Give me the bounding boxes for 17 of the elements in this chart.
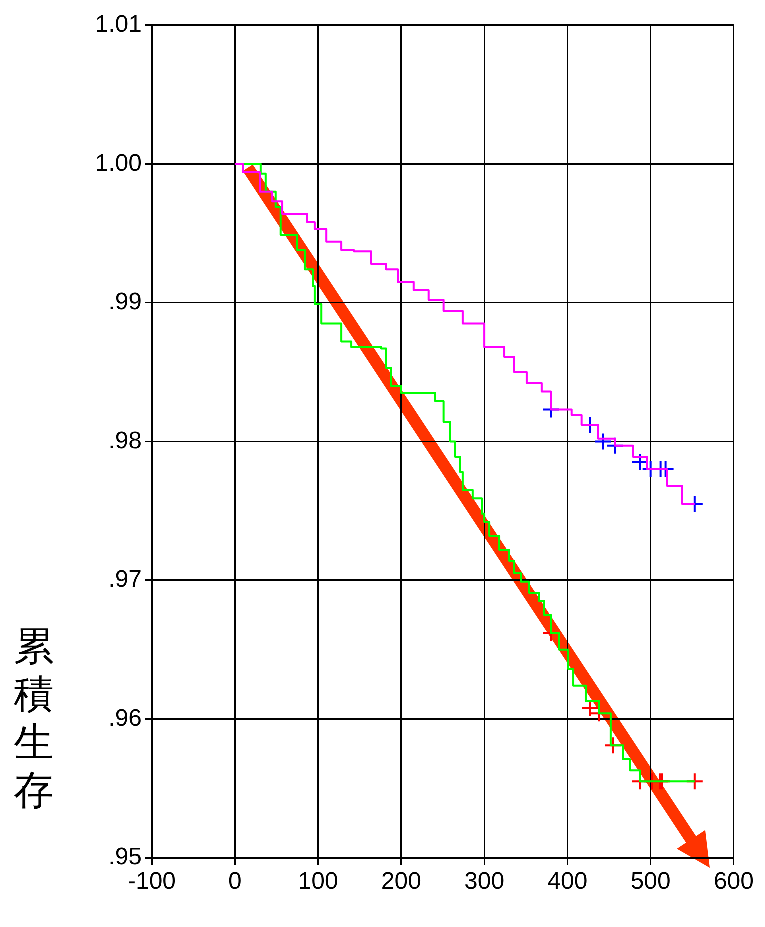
y-axis-title: 累積生存 [14,623,55,815]
y-tick-label: .96 [108,704,142,732]
y-tick-label: .98 [108,427,142,454]
y-tick-label: 1.00 [95,150,142,177]
y-tick-label: 1.01 [95,11,142,38]
x-tick-label: 200 [381,868,422,896]
x-tick-label: 300 [464,868,505,896]
y-tick-label: .99 [108,288,142,316]
x-tick-label: 500 [630,868,671,896]
x-tick-label: 400 [548,868,588,896]
x-tick-label: 600 [714,868,754,896]
x-tick-label: -100 [128,868,176,896]
x-tick-label: 0 [228,868,242,896]
point [594,432,612,451]
x-tick-label: 100 [298,868,338,896]
y-tick-label: .97 [108,566,142,594]
y-tick-label: .95 [108,844,142,871]
